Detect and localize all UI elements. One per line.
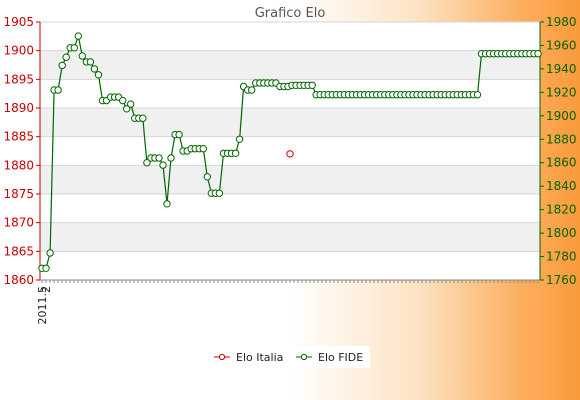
data-point (54, 86, 62, 94)
data-point (143, 159, 151, 167)
y-left-tick-label: 1895 (3, 72, 34, 86)
x-tick-label: 2 (40, 286, 53, 293)
legend-swatch-marker (218, 353, 226, 361)
y-left-tick-label: 1890 (3, 101, 34, 115)
data-point (94, 71, 103, 79)
data-point (155, 154, 163, 162)
legend-label: Elo Italia (236, 351, 283, 364)
data-point (58, 61, 66, 70)
data-point (159, 161, 167, 169)
data-point (163, 200, 171, 208)
data-point (231, 149, 240, 158)
data-point (90, 65, 99, 73)
y-right-tick-label: 1920 (546, 85, 577, 99)
data-point (123, 105, 131, 113)
y-right-tick-label: 1840 (546, 179, 577, 193)
y-left-tick-label: 1880 (3, 158, 34, 172)
data-point (139, 114, 147, 122)
legend-box (210, 346, 370, 368)
grid-band (40, 108, 540, 137)
data-point (534, 50, 542, 58)
y-left-tick-label: 1870 (3, 216, 34, 230)
data-point (167, 154, 175, 162)
y-right-tick-label: 1780 (546, 250, 577, 264)
y-left-tick-label: 1885 (3, 130, 34, 144)
y-right-tick-label: 1940 (546, 62, 577, 76)
data-point (215, 189, 224, 197)
y-left-tick-label: 1865 (3, 244, 34, 258)
data-point (74, 32, 83, 40)
y-right-tick-label: 1760 (546, 273, 577, 287)
y-left-tick-label: 1860 (3, 273, 34, 287)
data-point (78, 52, 87, 60)
y-right-tick-label: 1860 (546, 156, 577, 170)
y-left-tick-label: 1875 (3, 187, 34, 201)
data-point (473, 91, 482, 99)
data-point (86, 58, 95, 66)
data-point (175, 130, 183, 139)
data-point (199, 145, 208, 153)
y-right-tick-label: 1980 (546, 15, 577, 29)
legend-swatch-marker (300, 353, 308, 361)
data-point (46, 249, 54, 257)
data-point (70, 44, 79, 52)
data-point (42, 264, 50, 272)
legend-label: Elo FIDE (318, 351, 363, 364)
chart-title: Grafico Elo (255, 6, 326, 21)
grid-band (40, 50, 540, 80)
data-point (203, 173, 212, 181)
y-left-tick-label: 1900 (3, 44, 34, 58)
data-point (286, 150, 294, 158)
grid-band (40, 222, 540, 252)
x-tick-label: 2011.5 (36, 286, 49, 325)
data-point (62, 53, 70, 61)
grid-band (40, 165, 540, 194)
data-point (248, 86, 256, 94)
data-point (127, 100, 135, 108)
data-point (308, 81, 316, 90)
y-right-tick-label: 1800 (546, 226, 577, 240)
y-right-tick-label: 1820 (546, 203, 577, 217)
y-right-tick-label: 1880 (546, 132, 577, 146)
y-left-tick-label: 1905 (3, 15, 34, 29)
data-point (235, 135, 244, 144)
data-point (119, 96, 127, 105)
y-right-tick-label: 1900 (546, 109, 577, 123)
y-right-tick-label: 1960 (546, 38, 577, 52)
